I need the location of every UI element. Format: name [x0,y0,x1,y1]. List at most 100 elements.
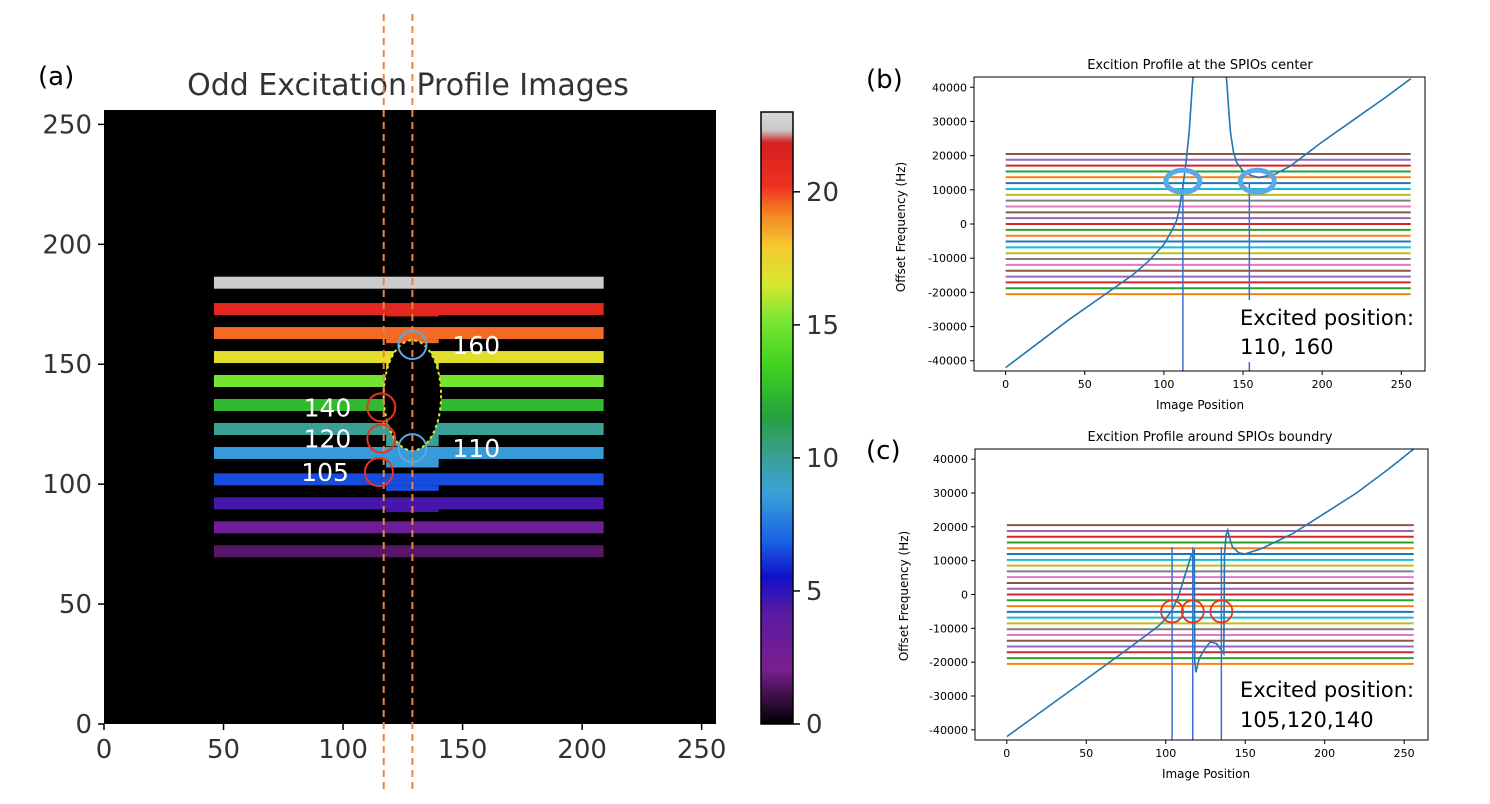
spio-void [383,340,442,451]
axis-ticks: 0 50 100 150 200 250 -40000 -30000 -20000 -10000 0… [928,81,1412,391]
y-tick-label--10000: -10000 [928,252,967,265]
x-tick-label-200: 200 [1312,378,1333,391]
y-tick-label-20000: 20000 [932,150,967,163]
crossing-circle-1 [1180,599,1205,624]
crossing-markers [1160,599,1234,624]
red-marker-0 [366,392,397,423]
colorbar [760,111,794,725]
x-tick-label-250: 250 [677,735,727,765]
y-tick-label-10000: 10000 [933,555,968,568]
red-marker-label-2: 105 [301,458,349,487]
y-tick-label-0: 0 [961,589,968,602]
crossing-circle-0 [1160,599,1184,624]
x-tick-label-200: 200 [557,735,607,765]
colorbar-tick-label-20: 20 [806,178,839,208]
colorbar-tick-label-10: 10 [806,444,839,474]
x-tick-label-100: 100 [318,735,368,765]
annotation-background [1234,672,1424,734]
band-10 [213,303,604,316]
blue-marker-label-1: 110 [452,434,500,463]
x-tick-label-0: 0 [1003,747,1010,760]
panel-b-xlabel: Image Position [1156,398,1244,412]
image-axis-ticks: 0 50 100 150 200 250 0 50 100 150 200 250 [42,110,726,765]
crossing-markers [1163,167,1277,195]
y-tick-label--20000: -20000 [929,656,968,669]
x-tick-label-200: 200 [1314,747,1335,760]
colorbar-tick-label-0: 0 [806,710,823,740]
x-tick-label-150: 150 [438,735,488,765]
panel-b: (b) Excition Profile at the SPIOs center… [866,58,1426,412]
excited-position-lines [1171,547,1223,740]
band-3 [213,473,604,486]
panel-a-label: (a) [38,62,74,92]
panel-a-title: Odd Excitation Profile Images [187,68,629,103]
panel-c-label: (c) [866,436,901,466]
y-tick-label-30000: 30000 [932,115,967,128]
panel-c-title: Excition Profile around SPIOs boundry [1088,430,1333,445]
y-tick-label--40000: -40000 [928,355,967,368]
panel-c: (c) Excition Profile around SPIOs boundr… [866,430,1429,781]
x-tick-label-250: 250 [1391,378,1412,391]
y-tick-label--10000: -10000 [929,622,968,635]
panel-c-annotation-line1: Excited position: [1240,678,1414,702]
blue-marker-1 [397,433,428,464]
colorbar-tick-label-5: 5 [806,577,823,607]
panel-b-title: Excition Profile at the SPIOs center [1087,58,1313,73]
y-tick-label--30000: -30000 [929,690,968,703]
colorbar-tick-label-15: 15 [806,311,839,341]
panel-c-ylabel: Offset Frequency (Hz) [897,531,911,661]
curve-segment-1 [1225,76,1412,179]
x-tick-label-150: 150 [1235,747,1256,760]
x-tick-label-150: 150 [1233,378,1254,391]
panel-c-xlabel: Image Position [1162,767,1250,781]
blue-marker-0 [397,330,428,361]
plot-frame [974,448,1429,741]
annotation-background [1234,300,1424,362]
red-marker-2 [363,457,394,488]
red-marker-label-0: 140 [304,393,352,422]
y-tick-label--40000: -40000 [929,724,968,737]
crossing-ellipse-1 [1237,167,1277,195]
y-tick-label-0: 0 [960,218,967,231]
x-tick-label-50: 50 [207,735,240,765]
excitation-curve [1006,448,1415,738]
panel-b-annotation-line1: Excited position: [1240,306,1414,330]
band-0 [213,545,604,558]
x-tick-label-250: 250 [1394,747,1415,760]
x-tick-label-50: 50 [1078,378,1092,391]
band-11 [213,276,604,289]
x-tick-label-0: 0 [96,735,113,765]
y-tick-label-30000: 30000 [933,487,968,500]
position-markers: 140 120 105 160 110 [301,330,500,488]
curve-segment-0 [1005,76,1194,369]
y-tick-label-250: 250 [42,110,92,140]
band-4 [213,446,604,459]
colorbar-ticks: 0 5 10 15 20 [793,178,839,740]
y-tick-label-10000: 10000 [932,184,967,197]
red-marker-label-1: 120 [304,425,352,454]
x-tick-label-0: 0 [1002,378,1009,391]
panel-a: (a) Odd Excitation Profile Images 0 50 100… [38,14,839,794]
panel-b-annotation-line2: 110, 160 [1240,335,1334,359]
x-tick-label-100: 100 [1155,747,1176,760]
y-tick-label-200: 200 [42,230,92,260]
y-tick-label-50: 50 [59,590,92,620]
y-tick-label-40000: 40000 [932,81,967,94]
frequency-lines [1005,152,1411,296]
curve-segment-0 [1006,448,1415,738]
axis-ticks: 0 50 100 150 200 250 -40000 -30000 -20000 -10000 0… [929,453,1415,760]
panel-b-ylabel: Offset Frequency (Hz) [894,162,908,292]
x-tick-label-50: 50 [1079,747,1093,760]
y-tick-label--30000: -30000 [928,321,967,334]
excitation-curve [1005,76,1412,369]
y-tick-label-100: 100 [42,470,92,500]
band-2 [213,497,604,510]
y-tick-label-40000: 40000 [933,453,968,466]
panel-b-label: (b) [866,65,903,95]
band-9 [213,327,604,340]
y-tick-label-20000: 20000 [933,521,968,534]
blue-marker-label-0: 160 [452,331,500,360]
plot-frame [973,76,1426,372]
x-tick-label-100: 100 [1153,378,1174,391]
